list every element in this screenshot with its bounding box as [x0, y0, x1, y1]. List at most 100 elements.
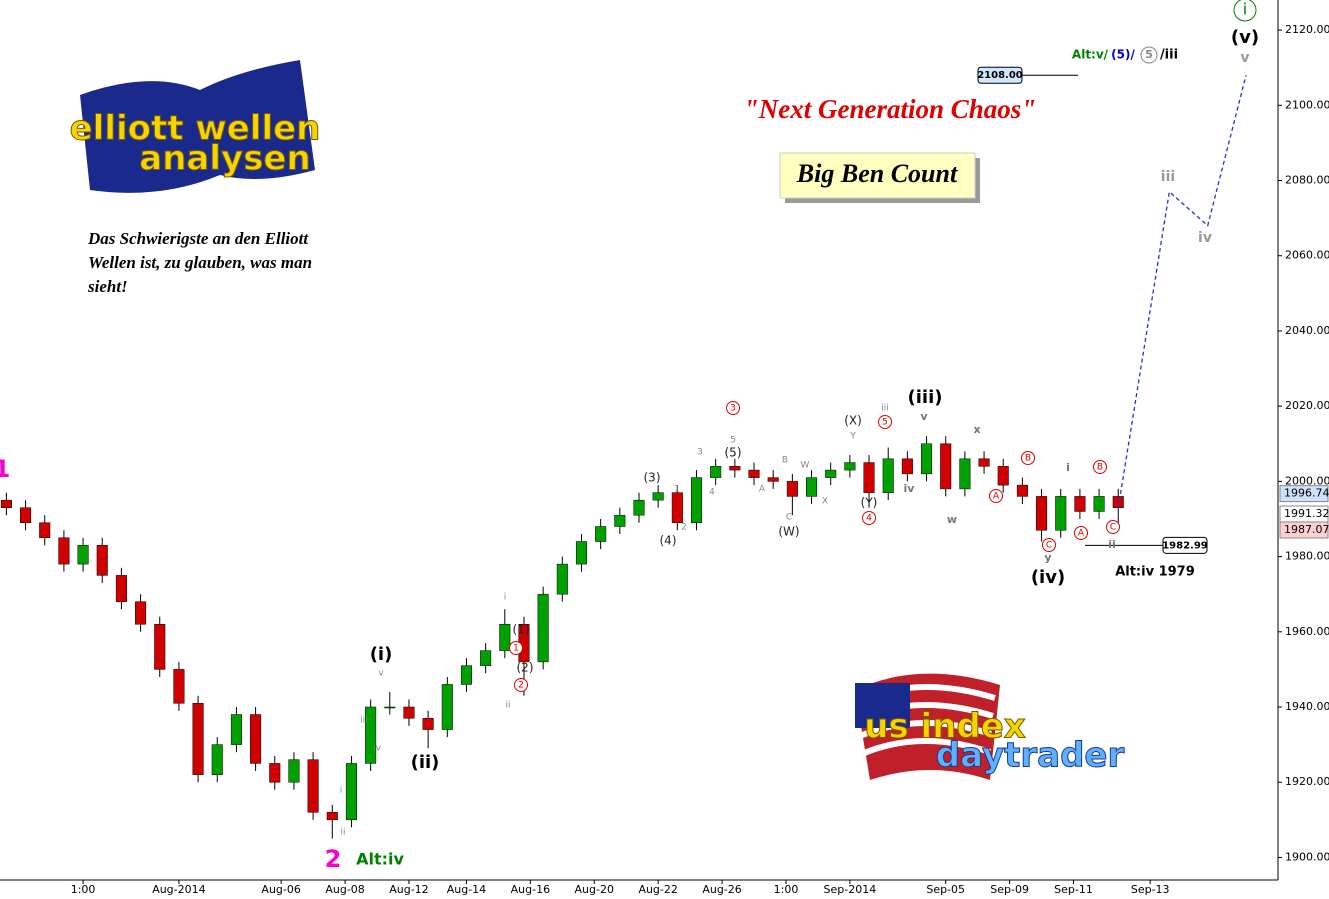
price-label: 1987.07 — [1284, 523, 1329, 536]
wave-label: (iii) — [908, 387, 943, 408]
wave-label: 1 — [0, 455, 10, 483]
candle-body — [20, 507, 32, 523]
wave-circle — [1021, 451, 1035, 465]
wave-label: C — [1046, 541, 1052, 551]
candle-body — [1074, 496, 1086, 512]
wave-circle — [1140, 46, 1158, 64]
target-box — [1162, 536, 1208, 554]
price-label: 1996.74 — [1284, 487, 1329, 500]
wave-label: (4) — [660, 534, 677, 548]
candle-body — [767, 477, 779, 482]
wave-circle — [862, 511, 876, 525]
candle-body — [537, 593, 549, 663]
wave-label: (1) — [513, 623, 530, 637]
candle-body — [940, 443, 952, 490]
wave-label: (v) — [1231, 27, 1259, 48]
wave-label: 1 — [674, 485, 680, 495]
y-tick-label: 1980.00 — [1285, 550, 1329, 563]
logo-text: elliott wellen — [70, 109, 321, 149]
candle-body — [77, 545, 89, 565]
candle-body — [997, 466, 1009, 486]
subtitle-box — [779, 152, 976, 199]
candle-body — [978, 458, 990, 467]
candle-body — [460, 665, 472, 685]
logo-text: analysen — [139, 139, 310, 179]
candle-body — [192, 702, 204, 775]
x-tick-label: Aug-26 — [702, 883, 741, 896]
wave-label: (ii) — [411, 752, 440, 773]
wave-label: 4 — [709, 488, 715, 498]
wave-label: iii — [360, 716, 368, 726]
candle-body — [575, 541, 588, 565]
wave-label: 3 — [697, 448, 703, 458]
x-tick-label: Aug-2014 — [152, 883, 205, 896]
y-tick-label: 1960.00 — [1285, 625, 1329, 638]
wave-label: C — [1110, 523, 1116, 533]
candle-body — [786, 481, 798, 497]
x-tick-label: Aug-20 — [575, 883, 614, 896]
wave-label: Alt:v/ — [1072, 48, 1109, 62]
wave-label: (2) — [517, 661, 534, 675]
candle-body — [250, 714, 262, 764]
candle-body — [365, 706, 377, 764]
x-tick-label: 1:00 — [71, 883, 96, 896]
candle-body — [748, 469, 760, 478]
y-tick-label: 2020.00 — [1285, 399, 1329, 412]
target-label: 2108.00 — [977, 70, 1023, 81]
candle-body — [729, 466, 741, 471]
candle-body — [288, 759, 300, 783]
wave-label: iv — [373, 744, 382, 754]
candle-body — [614, 514, 626, 527]
wave-label: 2 — [325, 845, 342, 873]
x-tick-label: Aug-16 — [511, 883, 550, 896]
wave-label: iv — [1198, 230, 1212, 246]
wave-circle — [514, 678, 528, 692]
candle-body — [173, 669, 185, 704]
wave-label: i — [1066, 461, 1070, 474]
y-tick-label: 2080.00 — [1285, 174, 1329, 187]
candle-body — [135, 601, 147, 625]
candle-body — [595, 526, 607, 542]
y-tick-label: 1920.00 — [1285, 775, 1329, 788]
projection-line — [1117, 75, 1247, 508]
wave-label: A — [759, 485, 766, 495]
wave-label: v — [1240, 50, 1249, 66]
wave-label: A — [993, 492, 1000, 502]
candle-body — [671, 492, 683, 523]
y-tick-label: 2060.00 — [1285, 249, 1329, 262]
wave-label: (5)/ — [1111, 48, 1135, 62]
candle-body — [0, 499, 12, 508]
wave-label: 2 — [681, 523, 687, 533]
subtitle: Big Ben Count — [796, 159, 958, 188]
wave-label: ii — [340, 828, 345, 838]
logo-us: us index daytrader — [855, 673, 1125, 780]
x-tick-label: Aug-14 — [447, 883, 486, 896]
note-line: sieht! — [87, 277, 128, 296]
candle-body — [58, 537, 70, 565]
price-box — [1279, 485, 1329, 503]
candle-body — [345, 763, 357, 821]
wave-label: (i) — [370, 644, 393, 665]
wave-label: X — [822, 497, 828, 507]
candle-body — [863, 462, 875, 493]
note-line: Wellen ist, zu glauben, was man — [88, 253, 312, 272]
x-tick-label: Aug-12 — [389, 883, 428, 896]
wave-label: ii — [1108, 538, 1116, 551]
wave-label: Alt:iv — [356, 850, 404, 869]
wave-circle — [1042, 538, 1056, 552]
target-box — [977, 66, 1023, 84]
y-tick-label: 2040.00 — [1285, 324, 1329, 337]
wave-label: /iii — [1160, 48, 1178, 63]
logo-text: daytrader — [936, 736, 1125, 776]
wave-circle — [509, 641, 523, 655]
wave-circle — [1233, 0, 1257, 22]
candle-body — [154, 624, 166, 670]
wave-label: W — [801, 461, 810, 471]
x-tick-label: Sep-11 — [1054, 883, 1093, 896]
wave-label: v — [920, 410, 928, 423]
candle-body — [480, 650, 492, 666]
wave-label: 2 — [518, 681, 524, 691]
price-box — [1279, 521, 1329, 539]
candle-body — [230, 714, 242, 745]
y-tick-label: 1900.00 — [1285, 850, 1329, 863]
